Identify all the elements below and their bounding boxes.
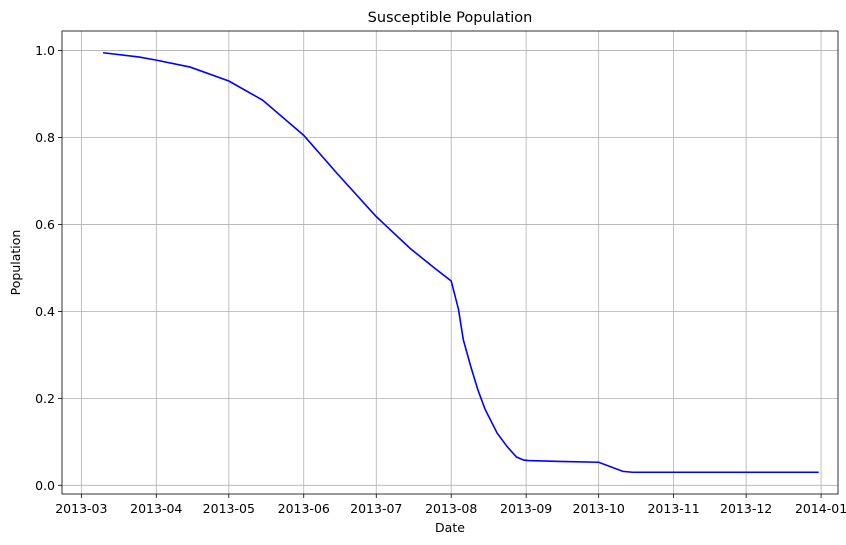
x-tick-label: 2013-05 (203, 501, 255, 516)
x-tick-label: 2013-07 (350, 501, 402, 516)
y-tick-label: 0.4 (35, 304, 55, 319)
y-tick-label: 0.0 (35, 478, 55, 493)
x-tick-label: 2013-03 (55, 501, 107, 516)
y-axis-label: Population (8, 230, 23, 296)
x-tick-label: 2013-09 (500, 501, 552, 516)
x-tick-label: 2013-06 (278, 501, 330, 516)
x-tick-label: 2013-12 (720, 501, 772, 516)
x-tick-label: 2013-11 (647, 501, 699, 516)
y-axis: 0.0 0.2 0.4 0.6 0.8 1.0 (35, 43, 62, 493)
series-line (103, 51, 819, 474)
x-tick-label: 2014-01 (795, 501, 846, 516)
y-tick-label: 0.8 (35, 130, 55, 145)
x-tick-label: 2013-04 (130, 501, 182, 516)
plot-frame (61, 30, 839, 495)
x-axis-label: Date (435, 520, 465, 535)
y-tick-label: 0.2 (35, 391, 55, 406)
y-tick-label: 1.0 (35, 43, 55, 58)
x-tick-label: 2013-08 (425, 501, 477, 516)
x-axis: 2013-03 2013-04 2013-05 2013-06 2013-07 2013-… (55, 494, 846, 516)
grid-lines (62, 31, 838, 494)
chart-title: Susceptible Population (368, 10, 533, 26)
x-tick-label: 2013-10 (573, 501, 625, 516)
y-tick-label: 0.6 (35, 217, 55, 232)
